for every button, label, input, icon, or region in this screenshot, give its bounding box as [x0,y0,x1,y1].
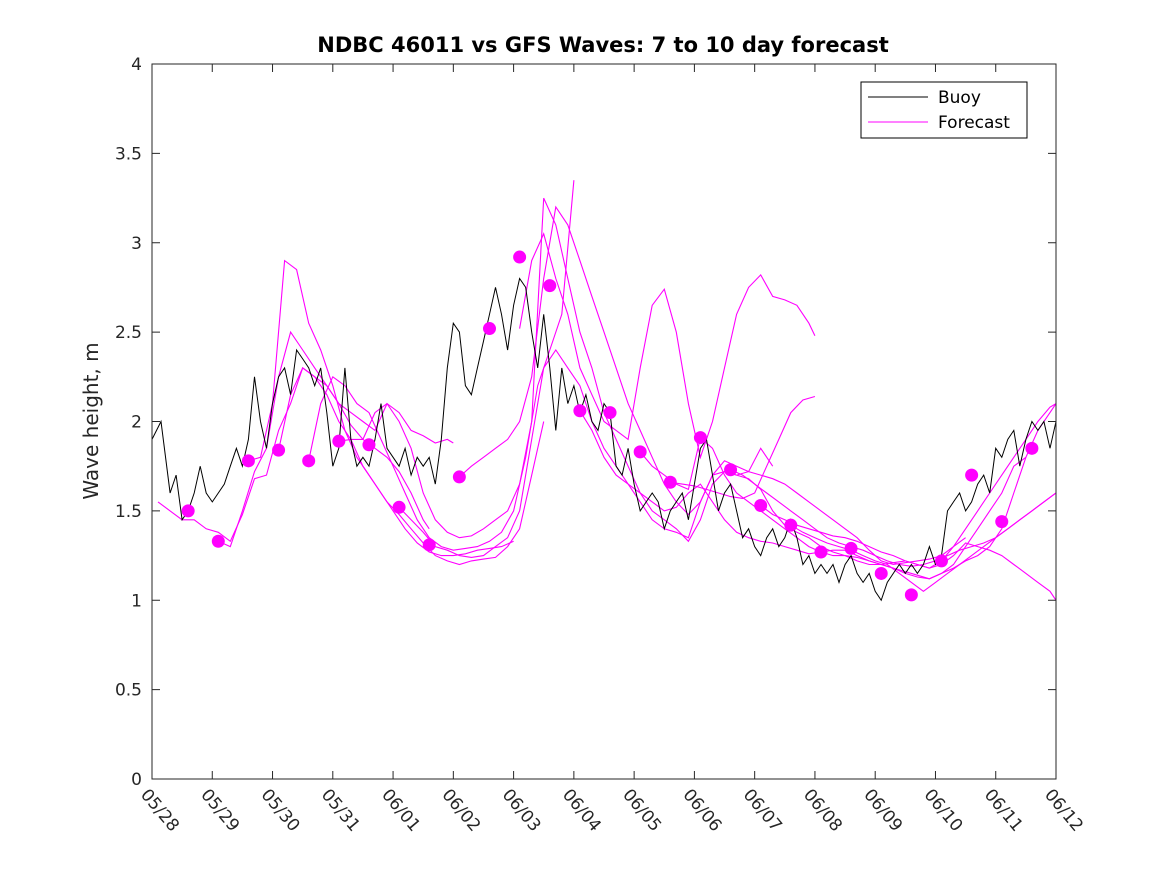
forecast-marker [663,475,677,489]
forecast-marker [814,545,828,559]
forecast-line-8 [519,232,816,460]
y-tick-label: 3 [131,234,142,254]
forecast-marker [904,588,918,602]
forecast-marker [302,454,316,468]
forecast-marker [181,504,195,518]
y-tick-label: 0.5 [115,681,142,701]
forecast-line-3 [278,367,545,566]
y-tick-label: 0 [131,770,142,790]
forecast-line-6 [398,349,966,566]
forecast-marker [211,534,225,548]
forecast-marker [724,463,738,477]
forecast-line-12 [760,505,1056,601]
legend: Buoy Forecast [860,81,1028,139]
forecast-marker [603,406,617,420]
forecast-marker [633,445,647,459]
y-tick-label: 4 [131,55,142,75]
forecast-marker [272,443,286,457]
forecast-marker [482,322,496,336]
y-tick-label: 2 [131,413,142,433]
forecast-marker [543,279,557,293]
chart-title: NDBC 46011 vs GFS Waves: 7 to 10 day for… [317,33,888,57]
forecast-marker [392,500,406,514]
forecast-line-0 [157,367,430,543]
forecast-marker [332,434,346,448]
y-tick-label: 1.5 [115,502,142,522]
forecast-marker [693,431,707,445]
legend-box [860,81,1028,139]
legend-label-forecast: Forecast [938,113,1010,133]
forecast-marker [965,468,979,482]
forecast-marker [754,499,768,513]
forecast-marker [573,404,587,418]
forecast-marker [934,554,948,568]
forecast-marker [362,438,376,452]
forecast-line-10 [639,403,1056,569]
forecast-marker [874,566,888,580]
y-tick-label: 3.5 [115,144,142,164]
forecast-marker [513,250,527,264]
forecast-marker [844,541,858,555]
y-tick-label: 1 [131,591,142,611]
forecast-line-1 [218,330,454,548]
y-tick-label: 2.5 [115,323,142,343]
forecast-line-5 [338,197,774,543]
legend-label-buoy: Buoy [938,88,981,108]
y-axis-label: Wave height, m [79,342,103,499]
forecast-marker [241,454,255,468]
series-layer [152,180,1056,602]
forecast-marker [452,470,466,484]
forecast-marker [1025,441,1039,455]
forecast-marker [784,518,798,532]
forecast-line-13 [790,492,1056,592]
forecast-marker [422,538,436,552]
forecast-marker [995,515,1009,529]
